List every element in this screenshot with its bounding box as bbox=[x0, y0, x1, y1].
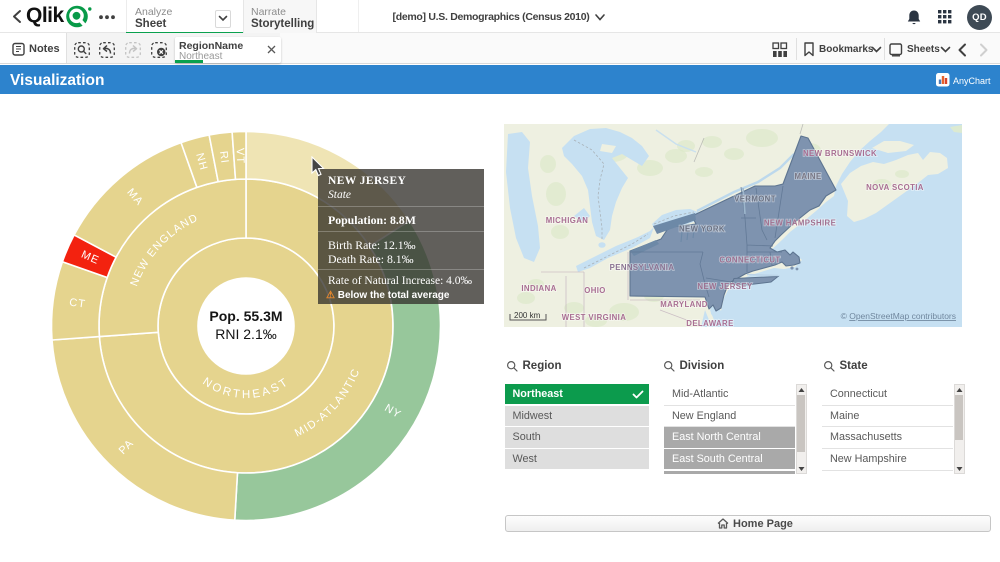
svg-text:NEW BRUNSWICK: NEW BRUNSWICK bbox=[803, 149, 877, 158]
svg-text:200 km: 200 km bbox=[514, 311, 541, 320]
svg-text:MICHIGAN: MICHIGAN bbox=[546, 216, 589, 225]
svg-text:WEST VIRGINIA: WEST VIRGINIA bbox=[562, 313, 627, 322]
svg-text:INDIANA: INDIANA bbox=[521, 284, 556, 293]
svg-text:DELAWARE: DELAWARE bbox=[686, 319, 733, 327]
svg-text:NEW HAMPSHIRE: NEW HAMPSHIRE bbox=[764, 219, 836, 228]
svg-text:PENNSYLVANIA: PENNSYLVANIA bbox=[610, 263, 675, 272]
svg-text:RI: RI bbox=[217, 150, 231, 164]
svg-text:VERMONT: VERMONT bbox=[734, 195, 776, 204]
svg-text:CONNECTICUT: CONNECTICUT bbox=[719, 256, 780, 265]
svg-text:VT: VT bbox=[234, 148, 247, 164]
svg-text:MARYLAND: MARYLAND bbox=[660, 300, 708, 309]
svg-text:MAINE: MAINE bbox=[794, 172, 821, 181]
svg-text:NH: NH bbox=[193, 152, 209, 172]
svg-text:© OpenStreetMap contributors: © OpenStreetMap contributors bbox=[841, 311, 956, 321]
svg-text:Pop. 55.3M: Pop. 55.3M bbox=[209, 308, 282, 324]
svg-text:NOVA SCOTIA: NOVA SCOTIA bbox=[866, 183, 924, 192]
svg-text:CT: CT bbox=[68, 297, 86, 311]
svg-text:RNI 2.1‰: RNI 2.1‰ bbox=[215, 326, 276, 342]
svg-text:NEW JERSEY: NEW JERSEY bbox=[697, 282, 753, 291]
svg-text:OHIO: OHIO bbox=[584, 286, 606, 295]
svg-text:NEW YORK: NEW YORK bbox=[679, 225, 725, 234]
